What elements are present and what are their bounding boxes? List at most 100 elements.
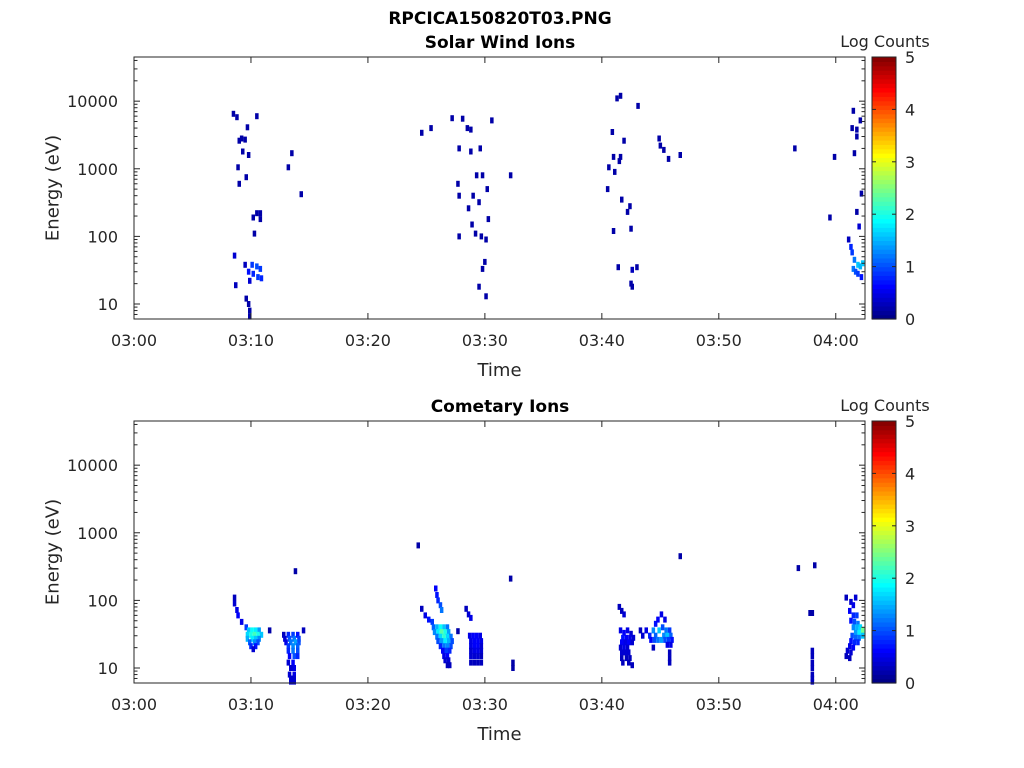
colorbar-segment <box>872 91 896 97</box>
heatmap-cell <box>252 631 257 638</box>
colorbar-segment <box>872 135 896 141</box>
colorbar-segment <box>872 183 896 189</box>
colorbar-segment <box>872 314 896 320</box>
heatmap-cell <box>460 115 465 122</box>
heatmap-cell <box>251 214 255 221</box>
heatmap-cell <box>245 635 250 642</box>
colorbar-segment <box>872 512 896 518</box>
heatmap-cell <box>486 216 491 223</box>
colorbar-segment <box>872 486 896 492</box>
heatmap-cell <box>449 633 453 640</box>
heatmap-cell <box>853 629 858 636</box>
panel-solar-wind-ions: Solar Wind Ions 03:00 03:10 03:20 03:30 03:4… <box>42 32 929 381</box>
heatmap-cell <box>231 110 236 117</box>
x-axis-label-solar-wind: Time <box>476 360 521 381</box>
heatmap-cell <box>443 629 447 636</box>
heatmap-cell <box>620 649 624 656</box>
heatmap-cell <box>248 307 252 314</box>
heatmap-cell <box>258 216 263 223</box>
heatmap-cell <box>292 678 296 685</box>
heatmap-cell <box>420 605 424 612</box>
figure-title: RPCICA150820T03.PNG <box>388 9 611 29</box>
colorbar-segment <box>872 83 896 89</box>
heatmap-cell <box>852 256 857 263</box>
heatmap-cell <box>283 635 287 642</box>
colorbar-segment <box>872 464 896 470</box>
heatmap-cell <box>808 610 812 616</box>
heatmap-cell <box>245 631 250 638</box>
heatmap-cell <box>627 639 631 646</box>
colorbar-segment <box>872 429 896 435</box>
x-axis-ticks-solar-wind: 03:00 03:10 03:20 03:30 03:40 03:50 04:00 <box>111 57 859 350</box>
heatmap-cell <box>445 653 450 660</box>
colorbar-tick-label: 4 <box>905 100 915 119</box>
heatmap-cell <box>456 180 460 187</box>
heatmap-cell <box>851 644 856 651</box>
heatmap-cell <box>620 639 624 646</box>
y-axis-ticks-solar-wind: 10 100 1000 10000 <box>67 59 865 320</box>
colorbar-tick-label: 3 <box>905 517 915 536</box>
heatmap-cell <box>636 102 640 109</box>
heatmap-cell <box>292 635 296 642</box>
heatmap-cell <box>435 624 439 631</box>
heatmap-cell <box>248 639 252 646</box>
x-tick-label: 03:10 <box>228 695 274 714</box>
heatmap-cell <box>441 647 445 654</box>
heatmap-cell <box>472 653 477 660</box>
colorbar-segment <box>872 214 896 220</box>
colorbar-tick-label: 1 <box>905 258 915 277</box>
heatmap-cell <box>851 107 856 114</box>
heatmap-cell <box>611 228 616 234</box>
heatmap-cell <box>252 230 257 237</box>
heatmap-cell <box>250 627 254 634</box>
heatmap-cell <box>246 152 251 158</box>
colorbar-segment <box>872 438 896 444</box>
heatmap-cell <box>662 632 666 639</box>
panel-title-solar-wind: Solar Wind Ions <box>425 33 576 53</box>
heatmap-cell <box>628 634 632 641</box>
heatmap-cell <box>248 313 252 320</box>
colorbar-segment <box>872 292 896 298</box>
heatmap-cell <box>853 268 858 275</box>
heatmap-cell <box>442 624 446 631</box>
colorbar-segment <box>872 113 896 119</box>
colorbar-segment <box>872 109 896 115</box>
heatmap-cell <box>249 643 253 650</box>
heatmap-cell <box>246 627 251 634</box>
heatmap-cell <box>853 634 858 641</box>
heatmap-cell <box>810 659 815 666</box>
heatmap-cell <box>613 168 617 175</box>
heatmap-cell <box>490 117 494 124</box>
heatmap-cell <box>855 612 859 619</box>
colorbar-segment <box>872 205 896 211</box>
heatmap-cell <box>849 617 853 624</box>
x-axis-label-cometary: Time <box>476 724 521 745</box>
heatmap-cell <box>483 258 487 265</box>
colorbar-segment <box>872 126 896 132</box>
heatmap-cell <box>622 644 626 651</box>
heatmap-cell <box>297 635 301 642</box>
heatmap-cell <box>648 632 652 639</box>
colorbar-segment <box>872 617 896 623</box>
heatmap-cell <box>289 639 293 646</box>
heatmap-cell <box>669 641 673 648</box>
heatmap-cell <box>293 568 298 575</box>
heatmap-cell <box>628 655 632 662</box>
heatmap-cell <box>446 657 451 664</box>
heatmap-cell <box>810 610 815 616</box>
heatmap-cell <box>252 639 257 646</box>
heatmap-cell <box>284 639 288 646</box>
heatmap-cell <box>810 647 815 654</box>
colorbar-segment <box>872 482 896 488</box>
heatmap-cell <box>666 636 671 643</box>
heatmap-cell <box>239 618 244 625</box>
heatmap-cell <box>235 114 239 121</box>
x-tick-label: 03:40 <box>579 331 625 350</box>
heatmap-cell <box>665 632 670 639</box>
colorbar-segment <box>872 460 896 466</box>
heatmap-cell <box>442 633 446 640</box>
heatmap-cell <box>251 646 255 653</box>
colorbar-segment <box>872 153 896 159</box>
heatmap-cell <box>432 629 437 636</box>
heatmap-cell <box>667 655 672 662</box>
